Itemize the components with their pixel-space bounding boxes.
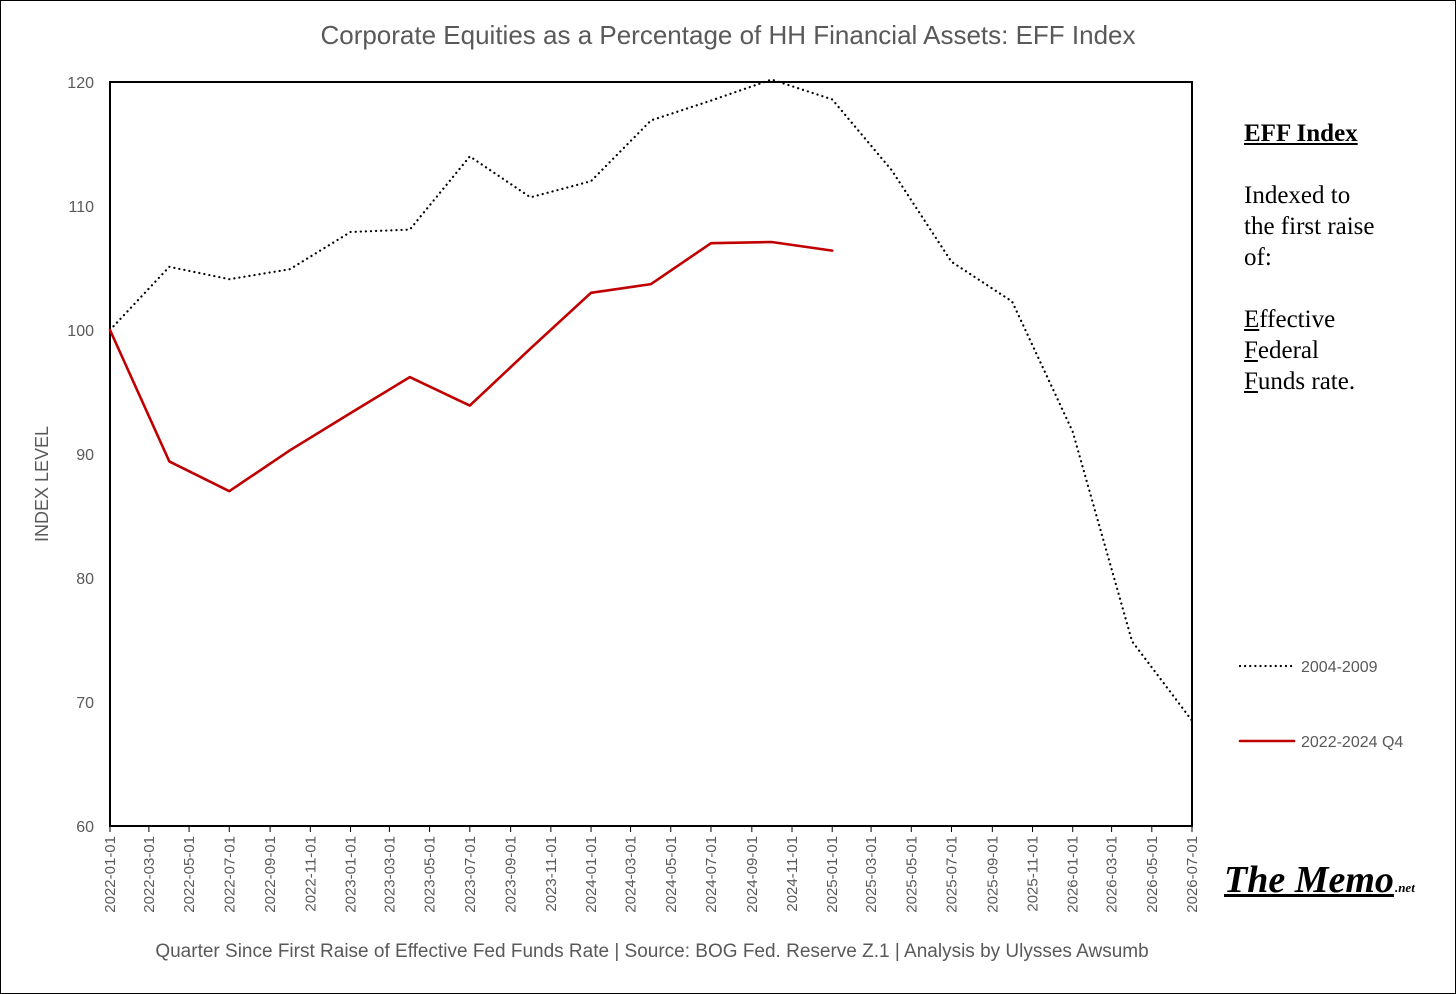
- legend-label: 2022-2024 Q4: [1301, 734, 1403, 751]
- x-tick-label: 2023-11-01: [543, 836, 560, 912]
- acronym-rest: ederal: [1257, 337, 1319, 364]
- y-tick-label: 120: [67, 75, 94, 92]
- x-tick-label: 2023-03-01: [381, 836, 398, 913]
- side-note-acronym-line: Federal: [1244, 335, 1444, 366]
- chart-title: Corporate Equities as a Percentage of HH…: [320, 20, 1136, 50]
- acronym-letter: E: [1244, 306, 1260, 333]
- side-note-heading: EFF Index: [1244, 120, 1358, 147]
- side-note-acronym-line: Effective: [1244, 304, 1444, 335]
- x-tick-label: 2022-11-01: [302, 836, 319, 912]
- x-tick-label: 2025-07-01: [943, 836, 960, 913]
- brand-logo-text: The Memo: [1224, 859, 1394, 901]
- x-tick-label: 2023-09-01: [503, 836, 520, 913]
- legend-label: 2004-2009: [1301, 659, 1378, 676]
- x-axis-caption: Quarter Since First Raise of Effective F…: [155, 941, 1149, 962]
- legend: 2004-2009 2022-2024 Q4: [1238, 659, 1403, 751]
- x-tick-label: 2022-09-01: [262, 836, 279, 913]
- x-tick-label: 2025-11-01: [1025, 836, 1042, 912]
- x-tick-label: 2026-07-01: [1184, 836, 1201, 913]
- brand-logo: The Memo.net: [1224, 858, 1415, 902]
- x-tick-label: 2025-01-01: [824, 836, 841, 913]
- y-axis-label: INDEX LEVEL: [32, 426, 52, 542]
- x-tick-label: 2022-05-01: [181, 836, 198, 913]
- x-tick-label: 2025-09-01: [984, 836, 1001, 913]
- plot-area-border: [109, 81, 1193, 827]
- acronym-letter: F: [1244, 337, 1258, 364]
- x-tick-label: 2024-01-01: [583, 836, 600, 913]
- acronym-letter: F: [1244, 368, 1258, 395]
- x-tick-label: 2023-05-01: [422, 836, 439, 913]
- acronym-rest: unds rate.: [1257, 368, 1356, 395]
- x-tick-label: 2022-07-01: [221, 836, 238, 913]
- brand-logo-suffix: .net: [1394, 880, 1415, 895]
- x-tick-label: 2024-03-01: [623, 836, 640, 913]
- side-note-line: of:: [1244, 244, 1272, 271]
- y-tick-label: 80: [76, 571, 94, 588]
- x-tick-label: 2024-11-01: [784, 836, 801, 912]
- x-tick-label: 2025-05-01: [903, 836, 920, 913]
- y-tick-label: 70: [76, 695, 94, 712]
- series-layer: [108, 78, 1194, 722]
- side-note-line: Indexed to: [1244, 182, 1351, 209]
- side-note-line: the first raise: [1244, 213, 1375, 240]
- x-tick-label: 2025-03-01: [863, 836, 880, 913]
- x-tick-label: 2026-03-01: [1104, 836, 1121, 913]
- x-tick-label: 2022-01-01: [102, 836, 119, 913]
- series-line-2022-2024-q4: [108, 240, 834, 493]
- x-tick-label: 2023-07-01: [462, 836, 479, 913]
- x-tick-label: 2024-07-01: [703, 836, 720, 913]
- x-tick-label: 2022-03-01: [141, 836, 158, 913]
- y-tick-label: 90: [76, 447, 94, 464]
- series-line-2004-2009: [108, 78, 1194, 722]
- x-tick-label: 2026-01-01: [1065, 836, 1082, 913]
- y-tick-label: 100: [67, 323, 94, 340]
- side-note: EFF Index Indexed to the first raise of:…: [1244, 118, 1444, 397]
- acronym-rest: ffective: [1259, 306, 1336, 333]
- x-tick-label: 2024-05-01: [663, 836, 680, 913]
- x-tick-label: 2026-05-01: [1144, 836, 1161, 913]
- y-tick-label: 60: [76, 819, 94, 836]
- side-note-acronym-line: Funds rate.: [1244, 366, 1444, 397]
- x-tick-label: 2023-01-01: [343, 836, 360, 913]
- y-tick-label: 110: [68, 199, 94, 216]
- x-tick-label: 2024-09-01: [744, 836, 761, 913]
- axes-layer: 60 70 80 90 100 110 120 INDEX LEVEL 2022-01-01 20…: [32, 75, 1201, 913]
